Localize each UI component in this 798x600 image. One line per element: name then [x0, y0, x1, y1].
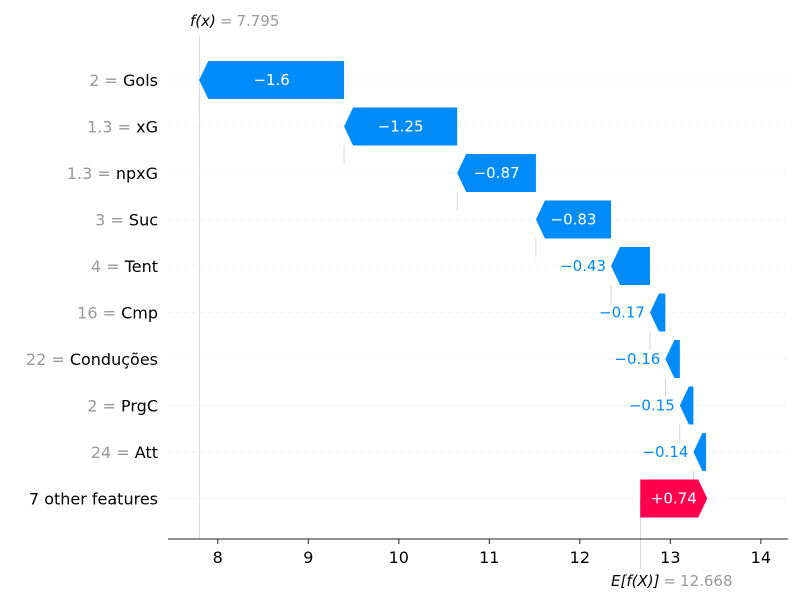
feature-value: 22 [26, 350, 46, 369]
x-tick-label: 13 [660, 548, 680, 567]
feature-value: 2 [87, 397, 97, 416]
x-tick-label: 11 [479, 548, 499, 567]
bar-7 [665, 340, 680, 378]
feature-value: 2 [89, 71, 99, 90]
contribution-label: −0.83 [551, 211, 597, 229]
contribution-label: −0.87 [474, 164, 520, 182]
bar-connectors [198, 99, 694, 490]
contribution-label: +0.74 [651, 490, 697, 508]
x-tick-label: 8 [213, 548, 223, 567]
feature-value: 4 [91, 257, 101, 276]
contribution-label: −1.25 [378, 118, 424, 136]
feature-value: 3 [95, 211, 105, 230]
x-tick-label: 10 [389, 548, 409, 567]
contribution-label: −0.16 [614, 350, 660, 368]
feature-equals: = [101, 257, 125, 276]
contribution-bars [199, 61, 708, 518]
feature-equals: = [92, 164, 116, 183]
feature-label: 4 = Tent [91, 257, 158, 276]
ex-annotation: E[f(X)] = 12.668 [611, 572, 733, 590]
x-tick-label: 14 [751, 548, 771, 567]
feature-equals: = [98, 304, 122, 323]
ex-equals: = [663, 572, 676, 590]
feature-label: 3 = Suc [95, 211, 158, 230]
bar-10 [640, 479, 708, 518]
feature-label: 1.3 = npxG [67, 164, 158, 183]
feature-name: xG [136, 118, 158, 137]
bar-2 [344, 107, 458, 146]
feature-name: 7 other features [29, 490, 158, 509]
bar-6 [649, 293, 666, 332]
feature-name: Suc [129, 211, 158, 230]
ex-value: 12.668 [680, 572, 733, 590]
feature-equals: = [111, 443, 135, 462]
contribution-labels: −1.6 −1.25 −0.87 −0.83 −0.43 −0.17 −0.16 −0.15 −… [253, 71, 696, 508]
bar-1 [199, 61, 345, 99]
fx-equals: = [220, 12, 233, 30]
fx-value: 7.795 [236, 12, 279, 30]
feature-label: 2 = Gols [89, 71, 158, 90]
feature-value: 24 [91, 443, 111, 462]
bar-8 [679, 386, 694, 425]
fx-label: f(x) [190, 12, 216, 30]
contribution-label: −0.43 [560, 257, 606, 275]
feature-value: 1.3 [67, 164, 92, 183]
bar-5 [611, 247, 650, 285]
feature-equals: = [99, 71, 123, 90]
feature-equals: = [113, 118, 137, 137]
contribution-label: −0.14 [642, 443, 688, 461]
x-axis: 8 9 10 11 12 13 14 [168, 538, 788, 567]
feature-name: Conduções [70, 350, 158, 369]
bar-4 [535, 200, 612, 239]
feature-equals: = [105, 211, 129, 230]
feature-name: Gols [123, 71, 158, 90]
x-tick-label: 12 [570, 548, 590, 567]
contribution-label: −0.15 [629, 397, 675, 415]
feature-name: npxG [116, 164, 158, 183]
ex-label: E[f(X)] [611, 572, 660, 590]
fx-annotation: f(x) = 7.795 [190, 12, 279, 30]
feature-name: PrgC [121, 397, 158, 416]
feature-label: 2 = PrgC [87, 397, 158, 416]
feature-name: Att [135, 443, 158, 462]
feature-value: 16 [77, 304, 97, 323]
row-gridlines [168, 79, 788, 499]
feature-value: 1.3 [87, 118, 112, 137]
feature-name: Cmp [121, 304, 158, 323]
feature-label: 1.3 = xG [87, 118, 158, 137]
x-tick-label: 9 [303, 548, 313, 567]
feature-label: 22 = Conduções [26, 350, 158, 369]
contribution-label: −1.6 [253, 71, 289, 89]
feature-label: 16 = Cmp [77, 304, 158, 323]
bar-9 [693, 433, 707, 471]
bar-3 [457, 154, 536, 192]
feature-equals: = [46, 350, 70, 369]
feature-label: 24 = Att [91, 443, 158, 462]
feature-equals: = [97, 397, 121, 416]
feature-name: Tent [124, 257, 158, 276]
contribution-label: −0.17 [599, 304, 645, 322]
feature-label: 7 other features [29, 490, 158, 509]
